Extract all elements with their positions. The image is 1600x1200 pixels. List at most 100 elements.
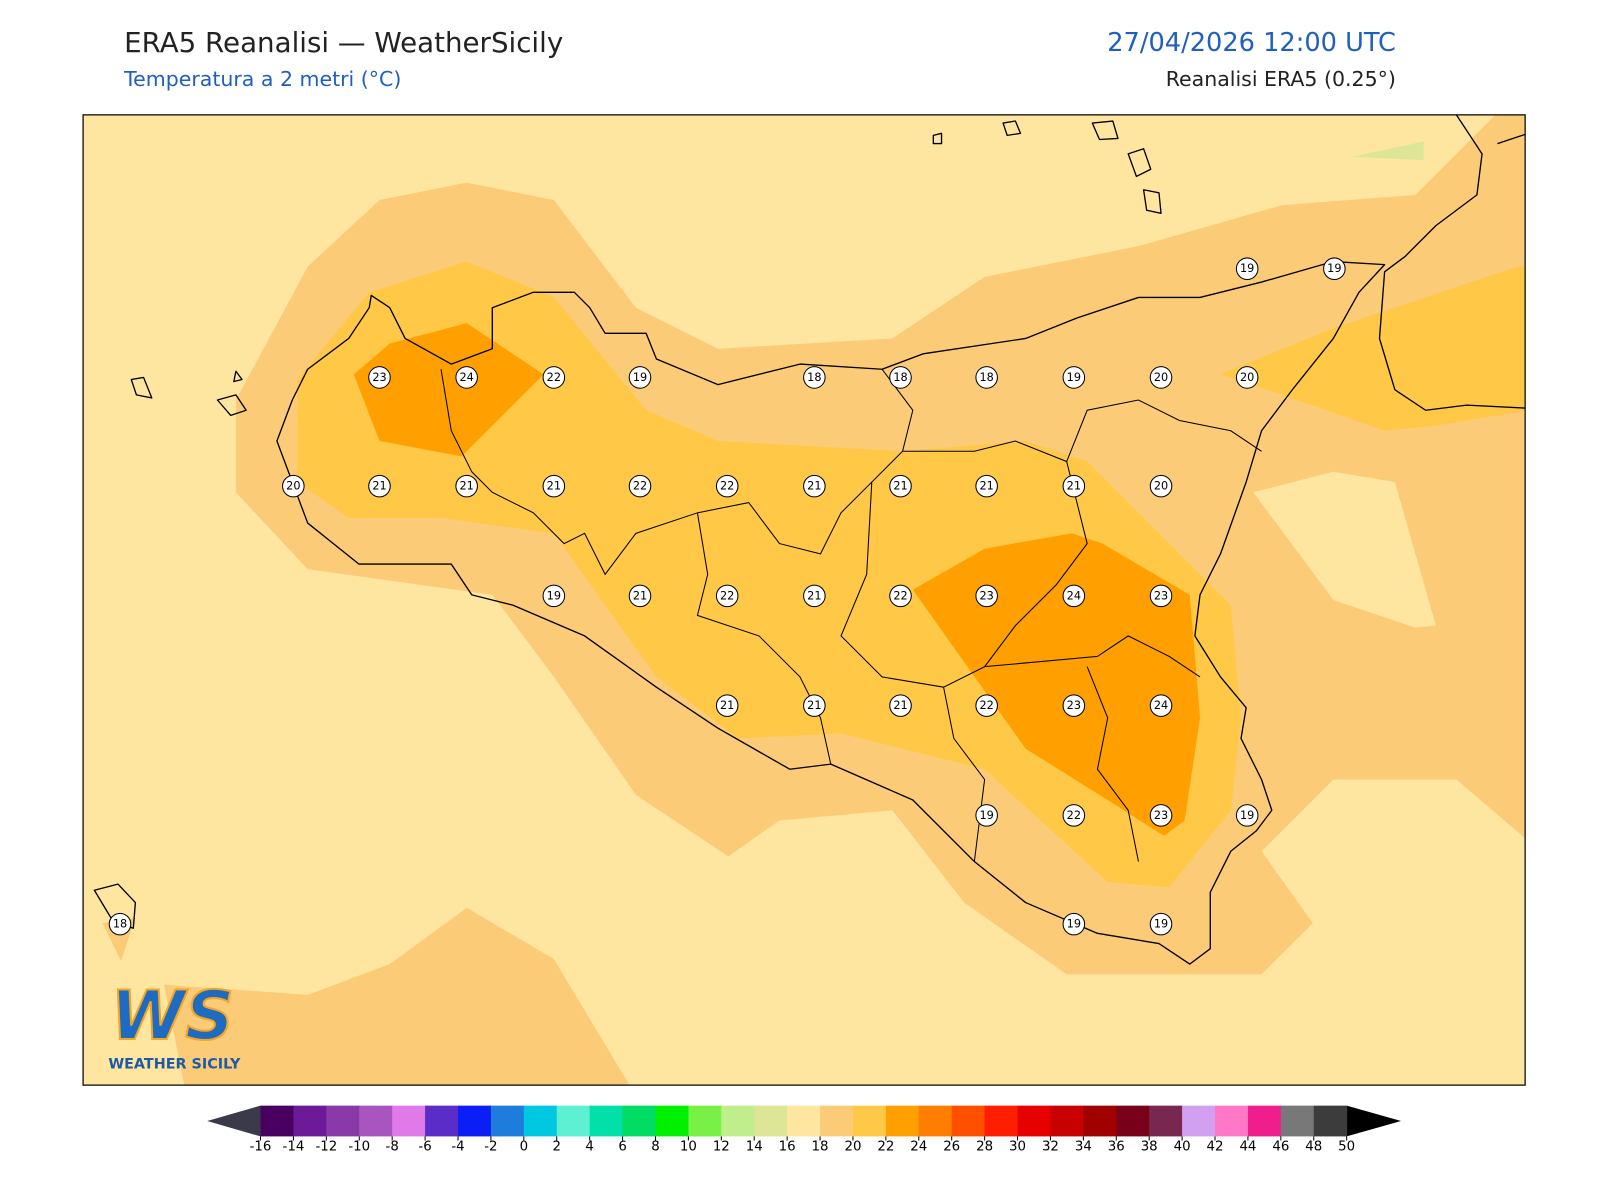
station-value: 20	[1154, 371, 1168, 384]
subtitle: Temperatura a 2 metri (°C)	[123, 67, 401, 91]
station-value: 21	[633, 589, 647, 602]
colorbar-swatch	[622, 1105, 656, 1137]
colorbar-tick-label: -2	[484, 1140, 497, 1155]
islands	[93, 120, 1162, 929]
colorbar-swatch	[852, 1105, 887, 1137]
station-value: 19	[1327, 262, 1341, 275]
station-marker	[1323, 257, 1346, 280]
logo-name: WEATHER SICILY	[108, 1057, 241, 1073]
sicily-coast	[276, 260, 1386, 965]
colorbar-swatch	[1280, 1105, 1315, 1137]
station-value: 18	[113, 918, 127, 931]
colorbar-tick-label: 40	[1174, 1140, 1191, 1155]
colorbar-tick-label: -16	[250, 1140, 272, 1155]
station-marker	[1149, 804, 1173, 827]
station-value: 24	[1067, 589, 1081, 602]
colorbar-swatch	[721, 1105, 755, 1137]
station-value: 23	[1067, 699, 1081, 712]
colorbar-tick-label: 18	[812, 1140, 829, 1155]
colorbar-swatch	[1116, 1105, 1150, 1137]
station-marker	[975, 366, 998, 389]
station-value: 22	[1067, 809, 1081, 822]
station-value: 24	[459, 371, 473, 384]
temp-band-16-18	[1253, 471, 1436, 628]
colorbar-tick-label: -6	[418, 1140, 431, 1155]
colorbar-swatch	[589, 1105, 624, 1137]
station-value: 19	[1067, 918, 1081, 931]
station-value: 19	[1240, 262, 1254, 275]
colorbar-under	[207, 1105, 261, 1137]
colorbar-tick-label: -12	[315, 1140, 337, 1155]
colorbar-swatch	[1215, 1105, 1249, 1137]
colorbar-tick-label: 6	[618, 1140, 626, 1155]
map: 19 19 23 24 22 19 18 18 18 19 20 20 20 21 21 21 22 22 21 21…	[83, 114, 1526, 1086]
station-marker	[1149, 584, 1173, 608]
source: Reanalisi ERA5 (0.25°)	[1166, 67, 1396, 91]
colorbar-tick-label: 22	[877, 1140, 894, 1155]
station-value: 23	[1154, 809, 1168, 822]
colorbar-tick-label: 14	[746, 1140, 763, 1155]
station-marker	[715, 474, 739, 498]
station-value: 23	[979, 589, 993, 602]
station-marker	[715, 584, 739, 608]
province-border	[440, 368, 1262, 862]
station-value: 19	[1067, 371, 1081, 384]
station-value: 21	[459, 480, 473, 493]
station-value: 22	[547, 371, 561, 384]
station-marker	[1235, 366, 1259, 389]
temp-band-22-24	[353, 323, 544, 457]
colorbar-tick-label: 44	[1239, 1140, 1256, 1155]
title: ERA5 Reanalisi — WeatherSicily	[124, 26, 563, 59]
station-marker	[1062, 912, 1086, 936]
colorbar-swatch	[392, 1105, 426, 1137]
logo: WS WEATHER SICILY	[108, 975, 241, 1073]
colorbar-tick-label: 10	[680, 1140, 697, 1155]
colorbar-tick-label: 42	[1207, 1140, 1224, 1155]
station-marker	[628, 474, 652, 498]
colorbar-swatch	[1017, 1105, 1051, 1137]
station-value: 21	[807, 480, 821, 493]
station-marker	[542, 584, 566, 608]
colorbar-swatch	[556, 1105, 591, 1137]
station-marker	[1235, 257, 1259, 280]
station-value: 21	[893, 480, 907, 493]
station-value: 21	[807, 699, 821, 712]
station-marker	[455, 366, 478, 389]
station-value: 21	[807, 589, 821, 602]
station-value: 22	[979, 699, 993, 712]
station-marker	[803, 366, 826, 389]
colorbar-tick-label: 12	[713, 1140, 730, 1155]
station-marker	[1149, 912, 1173, 936]
colorbar-swatch	[951, 1105, 986, 1137]
station-marker	[975, 694, 998, 717]
colorbar-swatch	[326, 1105, 360, 1137]
station-marker	[889, 366, 912, 389]
station-value: 19	[1154, 918, 1168, 931]
station-value: 18	[893, 371, 907, 384]
station-marker	[1062, 584, 1086, 608]
colorbar-tick-label: 50	[1338, 1140, 1355, 1155]
station-marker	[108, 912, 132, 936]
temp-band-22-24	[912, 533, 1200, 836]
station-marker	[1149, 474, 1173, 498]
colorbar-swatch	[1050, 1105, 1084, 1137]
station-marker	[542, 474, 566, 498]
colorbar-tick-label: 26	[943, 1140, 960, 1155]
colorbar-tick-label: 38	[1141, 1140, 1158, 1155]
station-marker	[1062, 474, 1086, 498]
station-value: 21	[1067, 480, 1081, 493]
station-marker	[368, 474, 391, 498]
station-value: 21	[372, 480, 386, 493]
colorbar-swatch	[984, 1105, 1019, 1137]
station-value: 19	[1240, 809, 1254, 822]
colorbar-tick-label: -4	[451, 1140, 464, 1155]
colorbar-tick-label: 34	[1075, 1140, 1092, 1155]
colorbar-tick-label: 24	[910, 1140, 927, 1155]
datetime: 27/04/2026 12:00 UTC	[1107, 28, 1396, 58]
colorbar-tick-label: -8	[386, 1140, 399, 1155]
colorbar-swatch	[260, 1105, 294, 1137]
colorbar-swatch	[885, 1105, 920, 1137]
temp-band-20-22	[1220, 266, 1526, 431]
station-value: 24	[1154, 699, 1168, 712]
